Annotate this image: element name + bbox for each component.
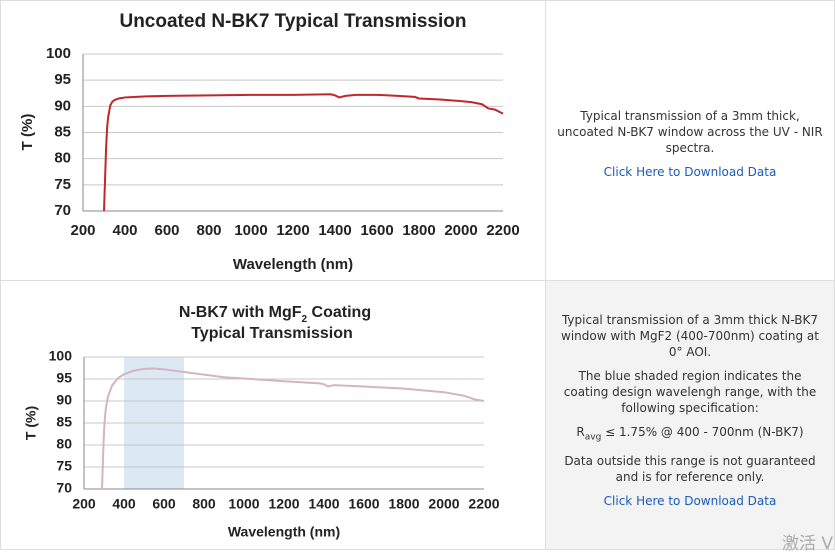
chart-title: Uncoated N-BK7 Typical Transmission [119, 11, 466, 32]
x-tick-label: 1400 [318, 222, 351, 239]
x-tick-label: 200 [70, 222, 95, 239]
y-tick-label: 100 [46, 45, 71, 62]
specification: Ravg ≤ 1.75% @ 400 - 700nm (N-BK7) [557, 424, 823, 445]
chart: Uncoated N-BK7 Typical Transmission 70 75… [19, 11, 520, 273]
x-tick-label: 1400 [308, 496, 339, 512]
x-tick-label: 600 [154, 222, 179, 239]
download-link[interactable]: Click Here to Download Data [603, 165, 777, 179]
y-tick-label: 80 [54, 150, 71, 167]
x-tick-label: 400 [112, 496, 136, 512]
transmission-line [101, 367, 485, 490]
y-tick-label: 75 [54, 176, 71, 193]
x-axis-label: Wavelength (nm) [233, 256, 353, 273]
y-tick-label: 70 [56, 480, 72, 496]
y-tick-label: 85 [56, 414, 72, 430]
y-tick-label: 95 [54, 71, 71, 88]
x-tick-label: 2000 [428, 496, 459, 512]
y-axis-label: T (%) [19, 114, 36, 151]
y-tick-label: 90 [56, 392, 72, 408]
x-tick-label: 200 [72, 496, 96, 512]
spec-symbol: R [576, 425, 585, 439]
chart-title: N-BK7 with MgF2 Coating [179, 304, 371, 324]
x-tick-label: 1200 [268, 496, 299, 512]
paragraph: Data outside this range is not guarantee… [564, 454, 816, 485]
x-tick-label: 400 [112, 222, 137, 239]
x-tick-label: 1600 [360, 222, 393, 239]
description: Typical transmission of a 3mm thick, unc… [545, 108, 835, 180]
y-tick-label: 95 [56, 370, 72, 386]
y-axis-label: T (%) [23, 406, 39, 440]
x-tick-label: 800 [196, 222, 221, 239]
x-tick-label: 2200 [486, 222, 519, 239]
y-tick-label: 90 [54, 97, 71, 114]
x-tick-label: 1000 [228, 496, 259, 512]
description: Typical transmission of a 3mm thick N-BK… [545, 312, 835, 509]
x-tick-label: 2200 [468, 496, 499, 512]
chart-subtitle: Typical Transmission [191, 325, 353, 342]
title-subscript: 2 [302, 314, 308, 325]
y-tick-label: 75 [56, 458, 72, 474]
title-text: Coating [307, 304, 371, 321]
x-tick-label: 1000 [234, 222, 267, 239]
x-tick-label: 1800 [402, 222, 435, 239]
text-cell [545, 280, 835, 550]
spec-subscript: avg [584, 432, 602, 443]
paragraph: Typical transmission of a 3mm thick N-BK… [561, 313, 819, 359]
x-tick-label: 800 [192, 496, 216, 512]
watermark: 激活 V [781, 534, 833, 554]
y-tick-label: 100 [49, 348, 73, 364]
x-tick-label: 600 [152, 496, 176, 512]
y-tick-label: 80 [56, 436, 72, 452]
x-tick-label: 2000 [444, 222, 477, 239]
spec-text: ≤ 1.75% @ 400 - 700nm (N-BK7) [601, 425, 804, 439]
download-link[interactable]: Click Here to Download Data [603, 494, 777, 509]
x-tick-label: 1200 [276, 222, 309, 239]
x-tick-label: 1800 [388, 496, 419, 512]
x-axis-label: Wavelength (nm) [228, 524, 340, 540]
paragraph: The blue shaded region indicates the coa… [563, 369, 817, 415]
y-tick-label: 85 [54, 123, 71, 140]
y-tick-label: 70 [54, 202, 71, 219]
chart: N-BK7 with MgF2 Coating Typical Transmis… [23, 304, 500, 540]
x-tick-label: 1600 [348, 496, 379, 512]
transmission-line [103, 93, 504, 212]
title-text: N-BK7 with MgF [179, 304, 302, 321]
paragraph: Typical transmission of a 3mm thick, unc… [557, 109, 823, 155]
